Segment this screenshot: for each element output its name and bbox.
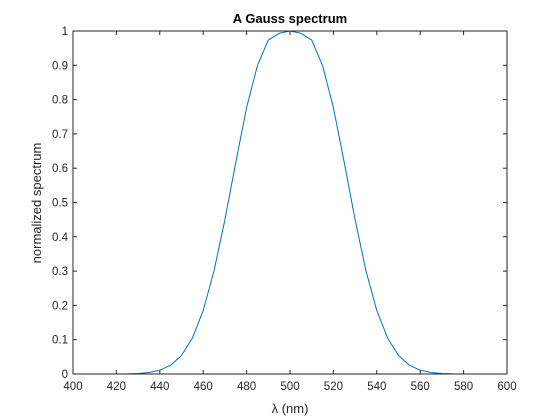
x-tick-label: 440 bbox=[150, 381, 169, 393]
x-tick-label: 520 bbox=[324, 381, 343, 393]
axes-box bbox=[72, 30, 508, 375]
y-tick-label: 0.8 bbox=[52, 95, 68, 107]
x-axis-label: λ (nm) bbox=[272, 401, 309, 416]
y-tick-label: 0.5 bbox=[52, 198, 68, 210]
y-tick-label: 0.2 bbox=[52, 300, 68, 312]
x-tick-label: 480 bbox=[237, 381, 256, 393]
y-tick-label: 0.1 bbox=[52, 335, 68, 347]
x-tick-label: 540 bbox=[367, 381, 386, 393]
y-tick-label: 0.4 bbox=[52, 232, 69, 244]
chart-title: A Gauss spectrum bbox=[233, 11, 347, 26]
y-tick-label: 1 bbox=[62, 26, 68, 38]
x-tick-label: 400 bbox=[63, 381, 82, 393]
x-tick-label: 560 bbox=[411, 381, 430, 393]
y-tick-label: 0.6 bbox=[52, 163, 68, 175]
series-line bbox=[72, 30, 508, 375]
y-tick-label: 0.3 bbox=[52, 266, 68, 278]
x-tick-label: 580 bbox=[454, 381, 473, 393]
x-tick-label: 500 bbox=[280, 381, 299, 393]
y-tick-label: 0.7 bbox=[52, 129, 68, 141]
y-axis-label: normalized spectrum bbox=[29, 143, 44, 264]
series-layer bbox=[72, 30, 508, 375]
x-tick-label: 420 bbox=[107, 381, 126, 393]
x-tick-label: 600 bbox=[497, 381, 516, 393]
x-tick-label: 460 bbox=[194, 381, 213, 393]
ticks-layer: 400 420 440 460 480 500 520 540 560 580 600 0 0.1 0.2… bbox=[52, 26, 517, 393]
y-tick-label: 0 bbox=[62, 369, 68, 381]
y-tick-label: 0.9 bbox=[52, 60, 68, 72]
